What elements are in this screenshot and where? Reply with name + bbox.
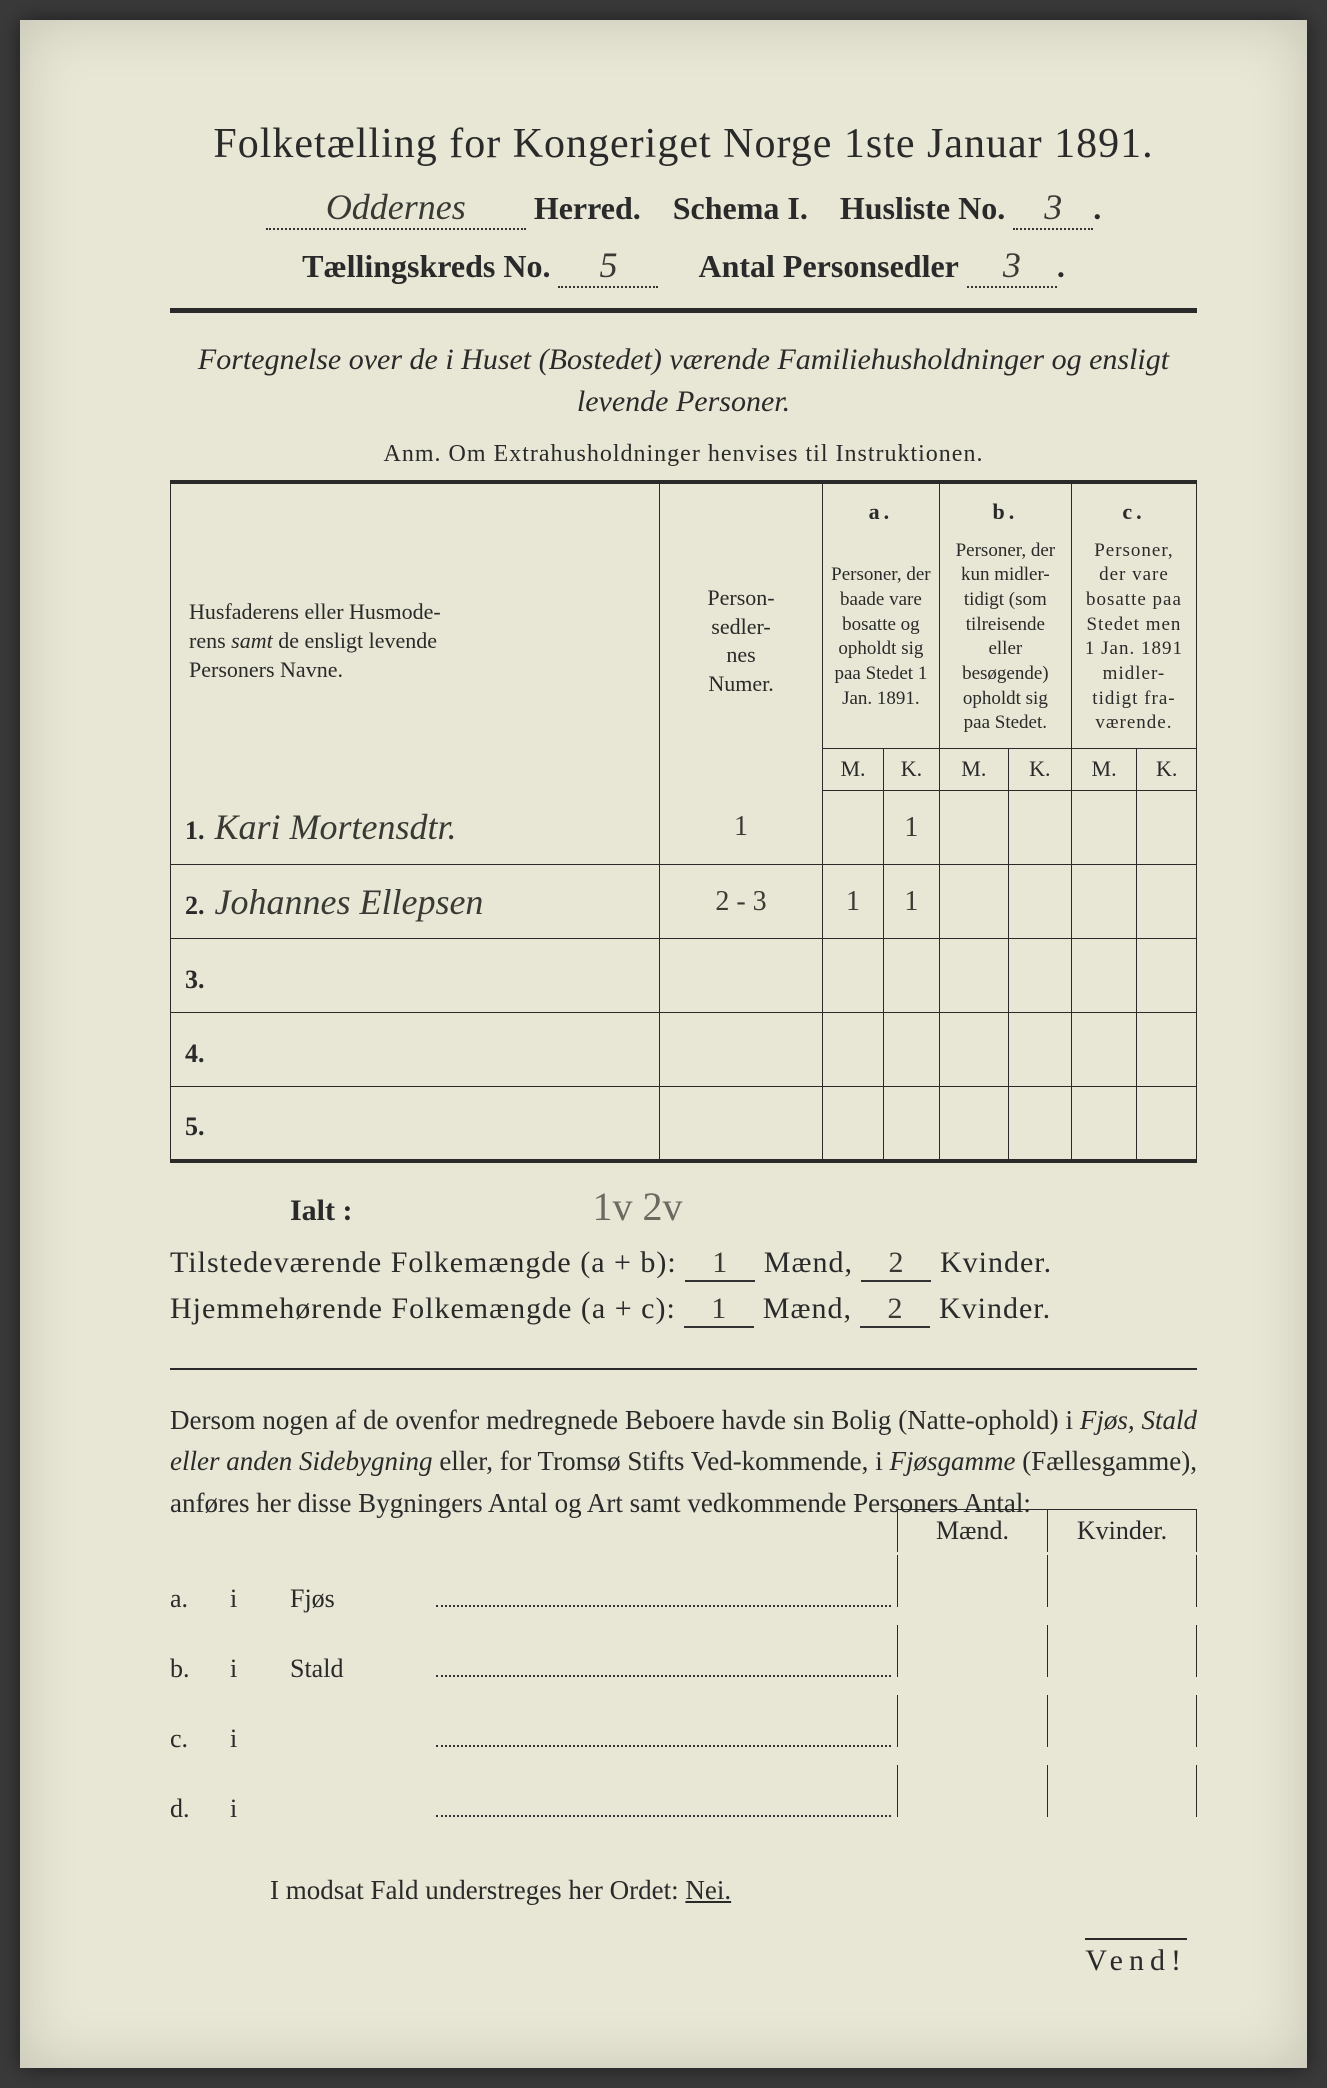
col-a-k: K. bbox=[884, 749, 940, 791]
mk-mend: Mænd. bbox=[897, 1509, 1047, 1552]
husliste-label: Husliste No. bbox=[840, 190, 1005, 226]
paragraph: Dersom nogen af de ovenfor medregnede Be… bbox=[170, 1400, 1197, 1526]
herred-value: Oddernes bbox=[266, 186, 526, 230]
col-b-k: K. bbox=[1008, 749, 1071, 791]
kreds-label: Tællingskreds No. bbox=[302, 248, 550, 284]
col-b-desc: Personer, der kun midler-tidigt (som til… bbox=[939, 533, 1071, 749]
present-men: 1 bbox=[685, 1246, 755, 1282]
table-row: 1.Kari Mortensdtr. 1 1 bbox=[171, 791, 1197, 865]
resident-women: 2 bbox=[860, 1292, 930, 1328]
col-c-desc: Personer, der vare bosatte paa Stedet me… bbox=[1071, 533, 1196, 749]
table-row: 4. bbox=[171, 1013, 1197, 1087]
mk-kvinder: Kvinder. bbox=[1047, 1509, 1197, 1552]
divider-thick bbox=[170, 308, 1197, 313]
subtitle: Fortegnelse over de i Huset (Bostedet) v… bbox=[170, 339, 1197, 423]
col-b-top: b. bbox=[939, 482, 1071, 533]
herred-label: Herred. bbox=[534, 190, 641, 226]
nei-word: Nei. bbox=[685, 1875, 731, 1905]
resident-men: 1 bbox=[684, 1292, 754, 1328]
header-block: Folketælling for Kongeriget Norge 1ste J… bbox=[170, 120, 1197, 288]
antal-value: 3 bbox=[967, 244, 1057, 288]
table-row: 3. bbox=[171, 939, 1197, 1013]
anm-note: Anm. Om Extrahusholdninger henvises til … bbox=[170, 441, 1197, 468]
main-title: Folketælling for Kongeriget Norge 1ste J… bbox=[170, 120, 1197, 168]
nei-line: I modsat Fald understreges her Ordet: Ne… bbox=[270, 1875, 1197, 1906]
totals-line-2: Hjemmehørende Folkemængde (a + c): 1 Mæn… bbox=[170, 1292, 1197, 1328]
schema-label: Schema I. bbox=[673, 190, 808, 226]
husliste-value: 3 bbox=[1013, 186, 1093, 230]
header-line-2: Oddernes Herred. Schema I. Husliste No. … bbox=[170, 186, 1197, 230]
header-line-3: Tællingskreds No. 5 Antal Personsedler 3… bbox=[170, 244, 1197, 288]
ialt-sum: 1v 2v bbox=[593, 1183, 683, 1230]
census-form-page: Folketælling for Kongeriget Norge 1ste J… bbox=[20, 20, 1307, 2068]
ialt-row: Ialt : 1v 2v bbox=[290, 1183, 1197, 1230]
sublist-row: b. i Stald bbox=[170, 1625, 1197, 1695]
divider-thin bbox=[170, 1368, 1197, 1370]
totals-block: Tilstedeværende Folkemængde (a + b): 1 M… bbox=[170, 1246, 1197, 1328]
col-a-m: M. bbox=[823, 749, 884, 791]
vend-label: Vend! bbox=[1085, 1938, 1187, 1978]
table-row: 5. bbox=[171, 1087, 1197, 1161]
census-table: Husfaderens eller Husmode-rens samt de e… bbox=[170, 480, 1197, 1163]
col-c-m: M. bbox=[1071, 749, 1136, 791]
sublist-row: c. i bbox=[170, 1695, 1197, 1765]
present-women: 2 bbox=[861, 1246, 931, 1282]
antal-label: Antal Personsedler bbox=[698, 248, 958, 284]
table-row: 2.Johannes Ellepsen 2 - 3 1 1 bbox=[171, 865, 1197, 939]
col-a-top: a. bbox=[823, 482, 940, 533]
sublist-row: d. i bbox=[170, 1765, 1197, 1835]
col-b-m: M. bbox=[939, 749, 1008, 791]
totals-line-1: Tilstedeværende Folkemængde (a + b): 1 M… bbox=[170, 1246, 1197, 1282]
col-header-num: Person-sedler-nesNumer. bbox=[660, 482, 823, 791]
sublist-row: a. i Fjøs bbox=[170, 1555, 1197, 1625]
sublist: a. i Fjøs b. i Stald c. i d. bbox=[170, 1555, 1197, 1835]
table-body: 1.Kari Mortensdtr. 1 1 2.Johannes Elleps… bbox=[171, 791, 1197, 1161]
kreds-value: 5 bbox=[558, 244, 658, 288]
col-c-top: c. bbox=[1071, 482, 1196, 533]
col-a-desc: Personer, der baade vare bosatte og opho… bbox=[823, 533, 940, 749]
mk-header: Mænd. Kvinder. bbox=[897, 1509, 1197, 1552]
col-header-name: Husfaderens eller Husmode-rens samt de e… bbox=[171, 482, 660, 791]
sublist-wrap: Mænd. Kvinder. a. i Fjøs b. i Stald c. i bbox=[170, 1555, 1197, 1835]
ialt-label: Ialt : bbox=[290, 1194, 353, 1228]
col-c-k: K. bbox=[1137, 749, 1197, 791]
